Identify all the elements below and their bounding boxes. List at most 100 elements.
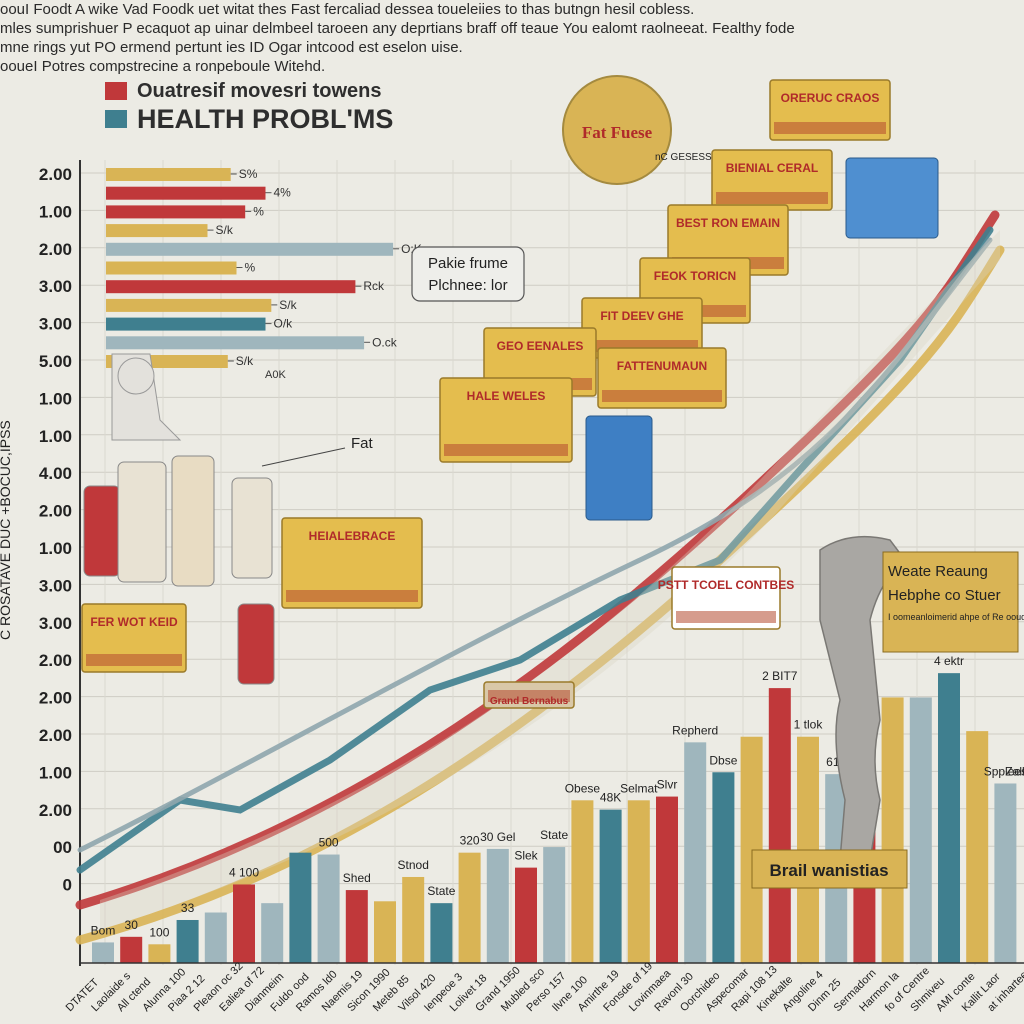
vbar-data-label: Bom [91, 923, 116, 937]
right-box-text: I oomeanloimerid ahpe of Re ooud of Gomv… [888, 612, 1024, 622]
legend-swatch-red [105, 82, 127, 100]
y-tick-label: 1.00 [39, 427, 72, 446]
info-panel-title: Pakie frume [428, 255, 508, 272]
statue-figure [819, 535, 907, 861]
food-box-label: BEST RON EMAIN [676, 216, 780, 230]
vbar [684, 742, 707, 963]
vbar [374, 901, 396, 963]
vbar-data-label: 33 [181, 901, 195, 915]
vbar-data-label: Selmat [620, 781, 658, 795]
food-box-label: HEIALEBRACE [309, 529, 396, 543]
food-box-label: PSTT TCOEL CONTBES [658, 578, 794, 592]
intro-line: ooueI Potres compstrecine a ronpeboule W… [0, 58, 326, 75]
vbar-data-label: Slvr [657, 778, 678, 792]
vbar-data-label: Slek [514, 849, 538, 863]
right-box-title: Weate Reaung [888, 563, 988, 580]
vbar [92, 942, 114, 963]
fat-badge-tag: nC GESESS [655, 152, 712, 163]
hbar-value-label: % [245, 261, 256, 275]
hbar-value-label: S% [239, 167, 258, 181]
hbar-value-label: 4% [274, 186, 292, 200]
intro-line: oouI Foodt A wike Vad Foodk uet witat th… [0, 1, 695, 18]
vbar-data-label: 320 [460, 834, 480, 848]
hbar-value-label: O/k [274, 317, 294, 331]
vbar-data-label: 30 Gel [480, 830, 515, 844]
y-tick-label: 1.00 [39, 763, 72, 782]
hbar-value-label: S/k [236, 354, 254, 368]
legend-item: Ouatresif movesri towens [105, 78, 393, 104]
y-tick-label: 00 [53, 838, 72, 857]
trend-line [77, 237, 993, 853]
y-tick-label: 3.00 [39, 315, 72, 334]
drink-can [231, 477, 273, 579]
hbar [106, 261, 237, 275]
y-tick-label: 4.00 [39, 464, 72, 483]
legend-label: HEALTH PROBL'MS [137, 103, 394, 134]
pedestal-label: Brail wanistias [769, 861, 888, 880]
vbar [712, 772, 735, 963]
food-box-filling [676, 611, 776, 623]
y-tick-label: 2.00 [39, 240, 72, 259]
food-box-label: Grand Bernabus [490, 696, 569, 707]
vbar-data-label: Repherd [672, 723, 718, 737]
y-tick-label: 2.00 [39, 165, 72, 184]
hbar [106, 298, 272, 312]
hbar-value-label: S/k [279, 298, 297, 312]
hbar [106, 186, 266, 200]
y-tick-label: 2.00 [39, 502, 72, 521]
y-tick-label: 2.00 [39, 689, 72, 708]
vbar-data-label: State [427, 884, 455, 898]
food-box-label: FATTENUMAUN [617, 359, 707, 373]
food-box-label: BIENIAL CERAL [726, 161, 818, 175]
food-box [281, 517, 423, 609]
fat-leader [261, 447, 346, 467]
hbar [106, 242, 394, 256]
vbar-data-label: 2 BIT7 [762, 669, 798, 683]
vbar [994, 783, 1017, 963]
food-box-filling [444, 444, 568, 456]
right-box [882, 551, 1019, 653]
y-axis-label: C ROSATAVE DUC +BOCUC,IPSS [0, 420, 13, 640]
vbar [120, 936, 143, 963]
vbar-data-label: Zalk [1005, 764, 1024, 778]
pedestal [751, 849, 908, 889]
vbar [627, 800, 650, 963]
food-box [439, 377, 573, 463]
vbar [458, 852, 481, 963]
vertical-bars: Bom 30 100 33 4 100 500 Shed Stnod State 320 30 Ge… [80, 654, 1024, 964]
right-box-subtitle: Hebphe co Stuer [888, 587, 1001, 604]
hbar [106, 168, 231, 181]
food-box-label: FIT DEEV GHE [600, 309, 683, 323]
vbar-data-label: 500 [319, 836, 339, 850]
food-box-filling [488, 690, 570, 702]
y-tick-label: 1.00 [39, 202, 72, 221]
vbar [430, 903, 453, 963]
vbar-data-label: Spplees [984, 764, 1024, 778]
vbar-data-label: 100 [149, 925, 169, 939]
fat-badge [562, 75, 672, 185]
y-tick-label: 3.00 [39, 576, 72, 595]
intro-text: oouI Foodt A wike Vad Foodk uet witat th… [0, 0, 1024, 76]
food-box-filling [716, 192, 828, 204]
legend-item: HEALTH PROBL'MS [105, 103, 394, 134]
vbar [938, 673, 960, 963]
vbar [486, 848, 509, 963]
vbar-data-label: 4 ektr [934, 654, 964, 668]
vbar-data-label: 30 [125, 918, 139, 932]
y-tick-label: 0 [63, 876, 72, 895]
vbar [881, 697, 904, 963]
cereal-box [845, 157, 939, 239]
hbar-value-label: Rck [363, 279, 385, 293]
vbar [289, 852, 312, 963]
legend-swatch-teal [105, 110, 127, 128]
vbar [402, 876, 425, 963]
legend: Ouatresif movesri towens HEALTH PROBL'MS [105, 78, 393, 134]
food-box-label: HALE WELES [467, 389, 546, 403]
y-tick-label: 2.00 [39, 651, 72, 670]
drink-can [237, 603, 275, 685]
drink-can [117, 461, 167, 583]
hbar-value-label: O.ck [372, 335, 398, 349]
bust-head [117, 357, 155, 395]
